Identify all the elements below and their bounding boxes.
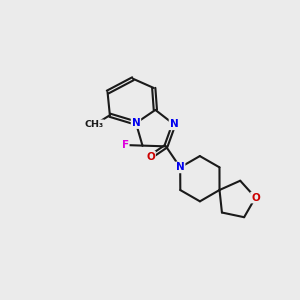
Text: CH₃: CH₃	[85, 121, 104, 130]
Text: N: N	[176, 162, 184, 172]
Text: O: O	[146, 152, 155, 162]
Text: N: N	[169, 119, 178, 129]
Text: O: O	[251, 193, 260, 202]
Text: F: F	[122, 140, 129, 150]
Text: N: N	[132, 118, 140, 128]
